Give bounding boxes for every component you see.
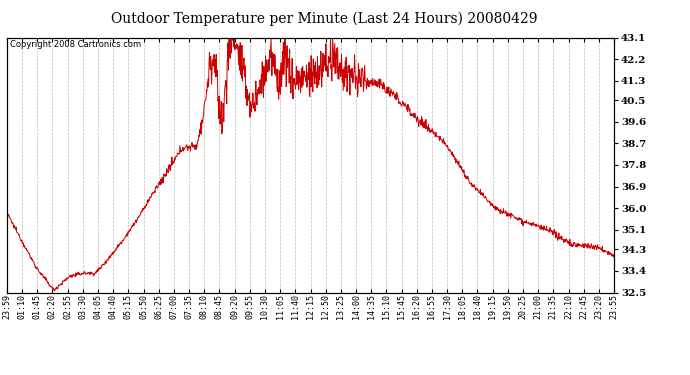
Text: Copyright 2008 Cartronics.com: Copyright 2008 Cartronics.com — [10, 40, 141, 49]
Text: Outdoor Temperature per Minute (Last 24 Hours) 20080429: Outdoor Temperature per Minute (Last 24 … — [111, 11, 538, 26]
